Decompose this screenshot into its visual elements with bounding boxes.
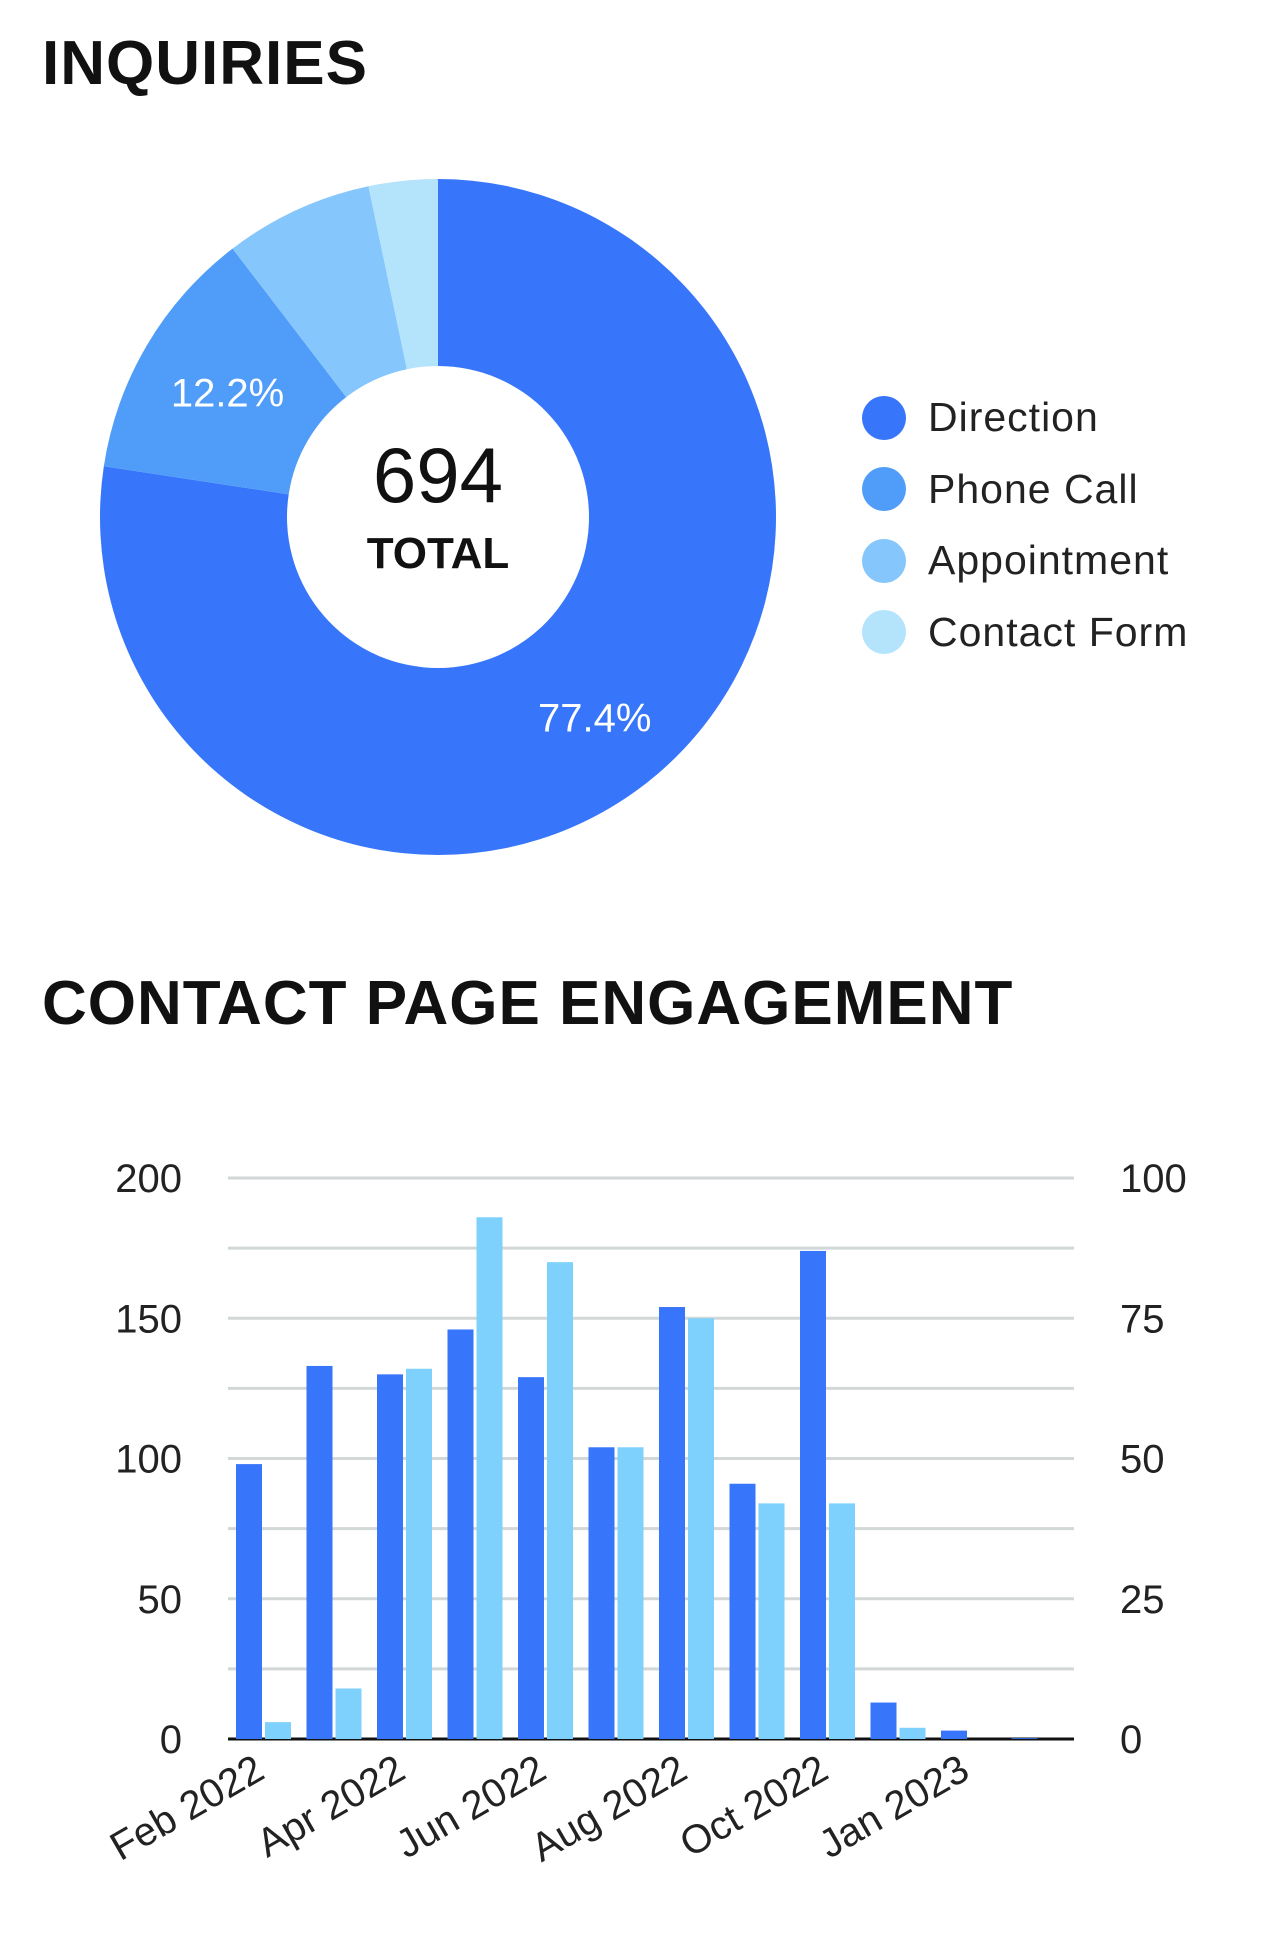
bar-right-series[interactable] <box>476 1217 503 1739</box>
legend-item-appointment[interactable]: Appointment <box>862 525 1188 597</box>
y-right-tick-label: 75 <box>1120 1297 1165 1341</box>
bar-left-series[interactable] <box>377 1374 403 1739</box>
donut-total-label: TOTAL <box>367 529 510 578</box>
bar-right-series[interactable] <box>617 1447 644 1739</box>
bar-left-series[interactable] <box>588 1447 615 1739</box>
x-tick-label: Oct 2022 <box>673 1747 836 1866</box>
x-tick-label: Jan 2023 <box>812 1747 977 1867</box>
bar-right-series[interactable] <box>758 1503 785 1739</box>
x-tick-label: Feb 2022 <box>103 1747 271 1870</box>
bar-right-series[interactable] <box>899 1727 926 1739</box>
bar-left-series[interactable] <box>729 1483 756 1739</box>
donut-slice-appointment[interactable] <box>232 186 407 398</box>
y-left-tick-label: 200 <box>115 1157 182 1201</box>
bar-right-series[interactable] <box>265 1722 291 1739</box>
y-right-tick-label: 50 <box>1120 1438 1165 1482</box>
bar-left-series[interactable] <box>659 1307 685 1739</box>
legend-item-phone-call[interactable]: Phone Call <box>862 454 1188 526</box>
legend-swatch <box>862 467 906 512</box>
bar-left-series[interactable] <box>447 1329 474 1739</box>
legend-label: Phone Call <box>928 465 1139 512</box>
donut-total-value: 694 <box>373 431 503 519</box>
legend-label: Appointment <box>928 537 1170 584</box>
donut-slice-phone-call[interactable] <box>103 248 347 495</box>
bar-right-series[interactable] <box>547 1262 573 1739</box>
bar-left-series[interactable] <box>236 1464 262 1739</box>
bar-left-series[interactable] <box>870 1702 897 1739</box>
bar-right-series[interactable] <box>829 1503 855 1739</box>
y-right-tick-label: 0 <box>1120 1718 1142 1762</box>
y-right-tick-label: 25 <box>1120 1578 1165 1622</box>
legend-label: Direction <box>928 394 1099 441</box>
legend-swatch <box>862 538 906 583</box>
inquiries-title: INQUIRIES <box>42 29 368 98</box>
donut-slice-direction[interactable] <box>99 179 776 856</box>
y-right-tick-label: 100 <box>1120 1157 1187 1201</box>
legend-label: Contact Form <box>928 608 1189 655</box>
legend-swatch <box>862 610 906 655</box>
bar-right-series[interactable] <box>335 1688 362 1739</box>
bar-left-series[interactable] <box>941 1730 967 1739</box>
y-left-tick-label: 50 <box>138 1578 183 1622</box>
x-tick-label: Jun 2022 <box>389 1747 554 1867</box>
donut-slice-label: 77.4% <box>538 697 651 741</box>
legend-item-direction[interactable]: Direction <box>862 382 1188 454</box>
engagement-title: CONTACT PAGE ENGAGEMENT <box>42 969 1014 1038</box>
legend-item-contact-form[interactable]: Contact Form <box>862 597 1188 669</box>
donut-slice-contact-form[interactable] <box>368 179 438 370</box>
bar-left-series[interactable] <box>800 1250 826 1739</box>
bar-left-series[interactable] <box>518 1377 544 1739</box>
bar-right-series[interactable] <box>688 1318 714 1739</box>
x-tick-label: Aug 2022 <box>524 1747 694 1871</box>
bar-right-series[interactable] <box>406 1368 432 1739</box>
bar-left-series[interactable] <box>1011 1738 1038 1739</box>
legend-swatch <box>862 395 906 440</box>
y-left-tick-label: 150 <box>115 1297 182 1341</box>
donut-slice-label: 12.2% <box>171 372 284 416</box>
bar-left-series[interactable] <box>306 1365 333 1739</box>
donut-legend: Direction Phone Call Appointment Contact… <box>862 382 1188 668</box>
y-left-tick-label: 100 <box>115 1438 182 1482</box>
y-left-tick-label: 0 <box>160 1718 182 1762</box>
x-tick-label: Apr 2022 <box>250 1747 413 1866</box>
donut-chart: 77.4% 12.2% <box>99 179 776 856</box>
